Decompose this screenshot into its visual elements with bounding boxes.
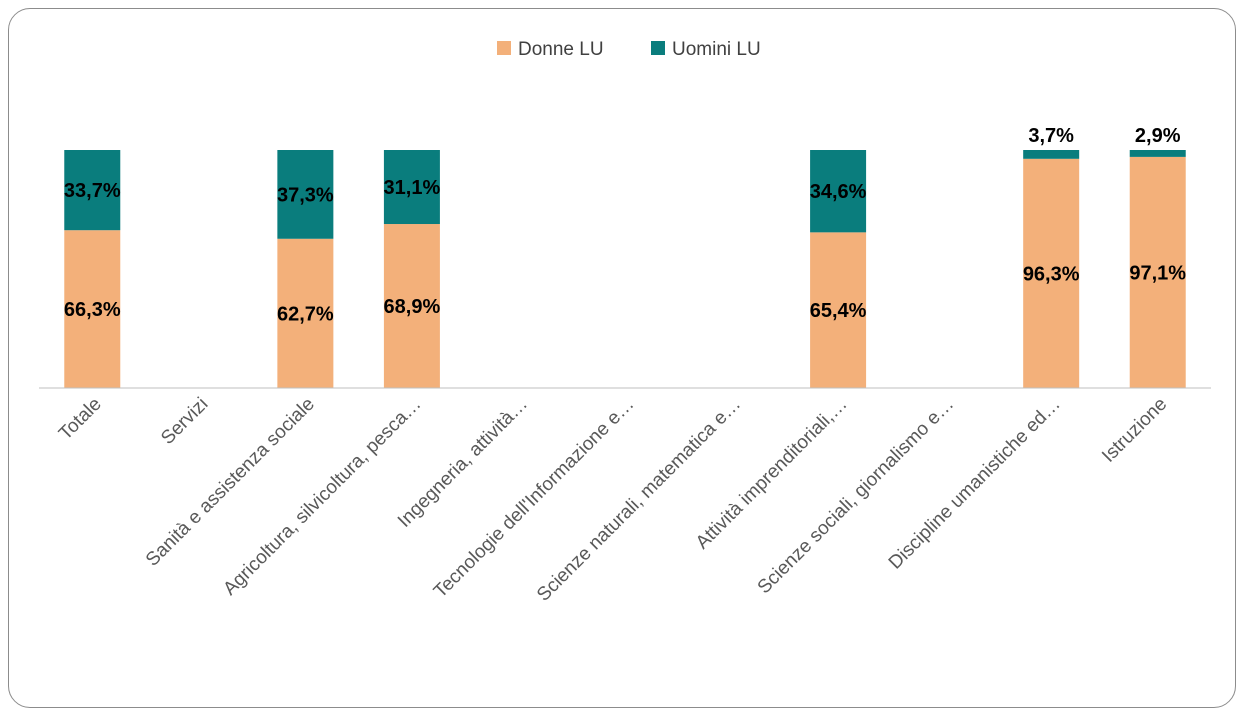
x-tick-label: Tecnologie dell'Informazione e… [430,394,639,603]
data-label: 37,3% [277,184,334,206]
bar-segment-donne [64,230,121,388]
data-label: 66,3% [64,299,121,321]
bars [64,150,1186,388]
bar-segment-donne [383,224,440,388]
bar-segment-donne [277,238,334,388]
bar-segment-donne [1023,158,1080,388]
bar-segment-uomini [1023,150,1080,159]
bar-segment-donne [810,232,867,388]
data-label: 3,7% [1028,125,1074,147]
x-tick-label: Discipline umanistiche ed… [885,394,1065,574]
legend: Donne LU Uomini LU [497,39,761,60]
x-tick-label: Scienze naturali, matematica e… [533,394,745,606]
bar-segment-uomini [383,150,440,225]
x-tick-label: Sanità e assistenza sociale [142,394,319,571]
legend-swatch-donne [497,41,511,55]
data-label: 34,6% [810,181,867,203]
x-tick-label: Agricoltura, silvicoltura, pesca… [219,394,425,600]
legend-swatch-uomini [651,41,665,55]
data-label: 2,9% [1135,125,1181,147]
data-label: 97,1% [1129,262,1186,284]
data-label: 65,4% [810,300,867,322]
bar-segment-uomini [277,150,334,239]
bar-segment-uomini [64,150,121,231]
data-label: 68,9% [384,296,441,318]
x-tick-label: Istruzione [1098,394,1171,467]
bar-segment-donne [1129,156,1186,388]
data-label: 33,7% [64,180,121,202]
x-tick-label: Totale [55,394,106,445]
bar-segment-uomini [1129,150,1186,157]
data-label: 31,1% [384,177,441,199]
data-labels: 66,3% 33,7% 62,7% 37,3% 68,9% 31,1% 65,4% 34,6%… [64,125,1186,325]
data-label: 96,3% [1023,263,1080,285]
bar-segment-uomini [810,150,867,233]
data-label: 62,7% [277,303,334,325]
x-tick-label: Scienze sociali, giornalismo e… [754,394,959,599]
legend-label-uomini: Uomini LU [672,39,761,60]
x-tick-label: Servizi [157,394,212,449]
legend-label-donne: Donne LU [518,39,604,60]
stacked-bar-chart: Donne LU Uomini LU 66,3% 33,7% 62,7% 37,3% 68… [39,39,1211,606]
